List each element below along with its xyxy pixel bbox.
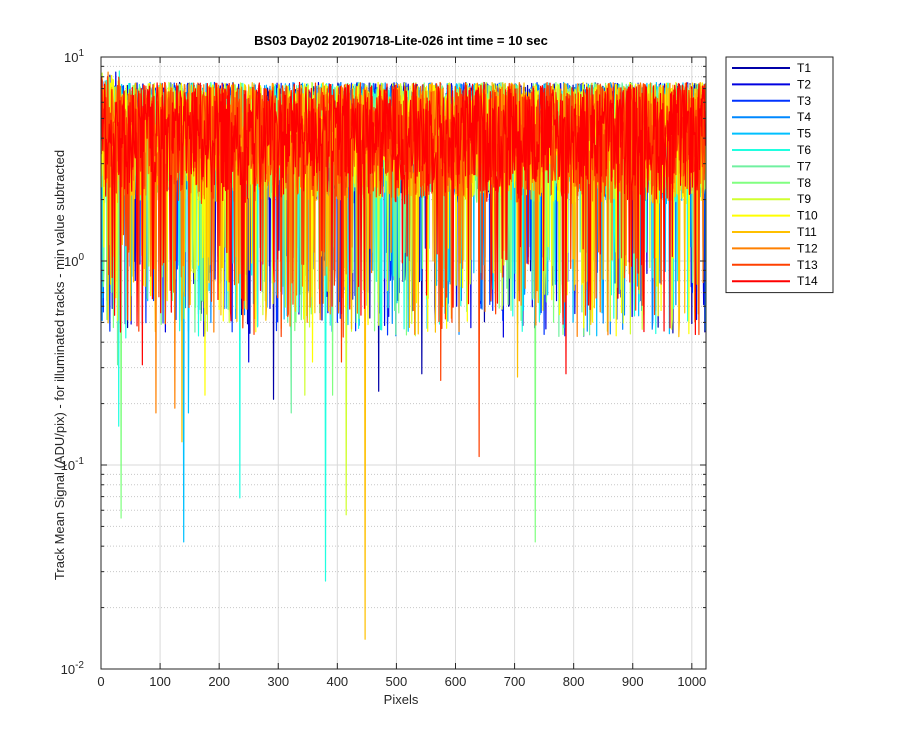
y-tick-label: 100 xyxy=(64,252,84,269)
x-tick-label: 800 xyxy=(563,674,585,689)
x-tick-label: 300 xyxy=(267,674,289,689)
x-tick-label: 900 xyxy=(622,674,644,689)
legend-box xyxy=(725,56,834,294)
x-tick-label: 0 xyxy=(97,674,104,689)
x-tick-label: 700 xyxy=(504,674,526,689)
legend-label-t9: T9 xyxy=(797,192,811,206)
x-tick-label: 400 xyxy=(326,674,348,689)
y-axis-label: Track Mean Signal (ADU/pix) - for illumi… xyxy=(52,150,67,580)
x-tick-label: 600 xyxy=(445,674,467,689)
legend-label-t6: T6 xyxy=(797,143,811,157)
chart-title: BS03 Day02 20190718-Lite-026 int time = … xyxy=(254,33,548,48)
legend-label-t5: T5 xyxy=(797,127,811,141)
legend-label-t2: T2 xyxy=(797,77,811,91)
series-line-t13 xyxy=(101,76,706,458)
axis-ticks: 0 100 200 300 400 500 600 700 800 900 1000 10-2 10-1… xyxy=(61,48,707,689)
legend-label-t11: T11 xyxy=(797,225,817,239)
plot-area xyxy=(101,70,706,640)
x-tick-label: 500 xyxy=(386,674,408,689)
y-tick-label: 10-1 xyxy=(61,456,85,473)
x-axis-label: Pixels xyxy=(384,692,419,707)
axes-box xyxy=(100,56,707,670)
legend-label-t4: T4 xyxy=(797,110,811,124)
x-tick-label: 100 xyxy=(149,674,171,689)
y-tick-label: 101 xyxy=(64,48,84,65)
legend-label-t7: T7 xyxy=(797,159,811,173)
series-line-t14 xyxy=(101,76,706,375)
legend: T1 T2 T3 T4 T5 T6 T7 T8 T9 T10 T11 T12 T13 T14 xyxy=(725,56,834,294)
legend-label-t14: T14 xyxy=(797,274,818,288)
x-tick-label: 1000 xyxy=(677,674,706,689)
y-tick-label: 10-2 xyxy=(61,660,85,677)
legend-label-t13: T13 xyxy=(797,258,818,272)
legend-label-t12: T12 xyxy=(797,241,818,255)
legend-label-t10: T10 xyxy=(797,209,818,223)
x-tick-label: 200 xyxy=(208,674,230,689)
legend-label-t8: T8 xyxy=(797,176,811,190)
legend-label-t1: T1 xyxy=(797,61,811,75)
legend-label-t3: T3 xyxy=(797,94,811,108)
